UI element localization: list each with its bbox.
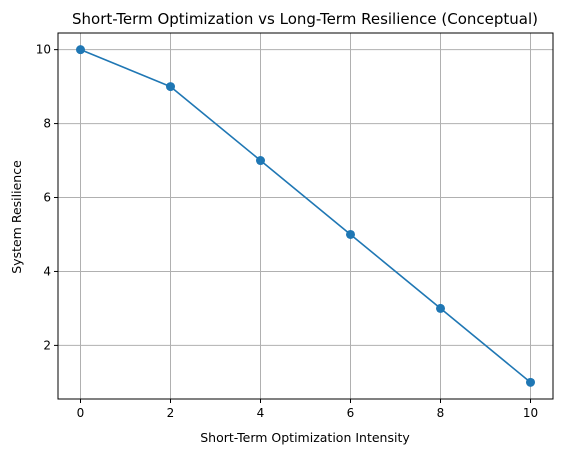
x-tick-label: 6 [347,406,355,420]
x-tick-label: 4 [257,406,265,420]
x-axis-label: Short-Term Optimization Intensity [200,430,410,445]
plot-area-frame [57,32,554,400]
data-point [526,377,535,387]
series-line [80,48,532,383]
y-tick-label: 6 [43,191,51,205]
data-point [76,45,85,55]
y-tick-label: 8 [43,117,51,131]
data-point [256,156,265,166]
x-axis-ticks: 0 2 4 6 8 10 [77,399,538,420]
x-tick-label: 0 [77,406,85,420]
data-point [436,303,445,313]
y-tick-label: 10 [36,43,51,57]
y-tick-label: 2 [43,338,51,352]
series-layer [76,45,535,387]
x-tick-label: 10 [523,406,538,420]
chart-title: Short-Term Optimization vs Long-Term Res… [72,10,538,28]
data-point [346,229,355,239]
data-point [166,82,175,92]
y-axis-label: System Resilience [9,160,24,274]
x-tick-label: 2 [167,406,175,420]
y-tick-label: 4 [43,264,51,278]
x-tick-label: 8 [437,406,445,420]
y-axis-ticks: 2 4 6 8 10 [36,43,58,352]
